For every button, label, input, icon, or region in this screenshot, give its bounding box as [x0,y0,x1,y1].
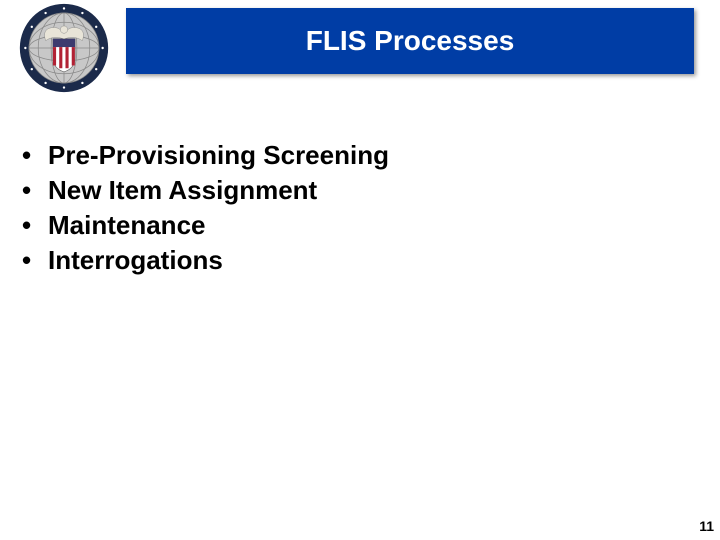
page-number: 11 [699,518,714,534]
list-item: • Pre-Provisioning Screening [18,138,389,173]
bullet-icon: • [18,243,48,278]
slide-title: FLIS Processes [306,25,515,57]
agency-seal [18,2,110,94]
bullet-icon: • [18,208,48,243]
bullet-text: Maintenance [48,208,206,243]
bullet-text: Pre-Provisioning Screening [48,138,389,173]
title-bar: FLIS Processes [126,8,694,74]
list-item: • Interrogations [18,243,389,278]
bullet-icon: • [18,138,48,173]
bullet-text: Interrogations [48,243,223,278]
bullet-icon: • [18,173,48,208]
list-item: • New Item Assignment [18,173,389,208]
list-item: • Maintenance [18,208,389,243]
bullet-text: New Item Assignment [48,173,317,208]
bullet-list: • Pre-Provisioning Screening • New Item … [18,138,389,278]
